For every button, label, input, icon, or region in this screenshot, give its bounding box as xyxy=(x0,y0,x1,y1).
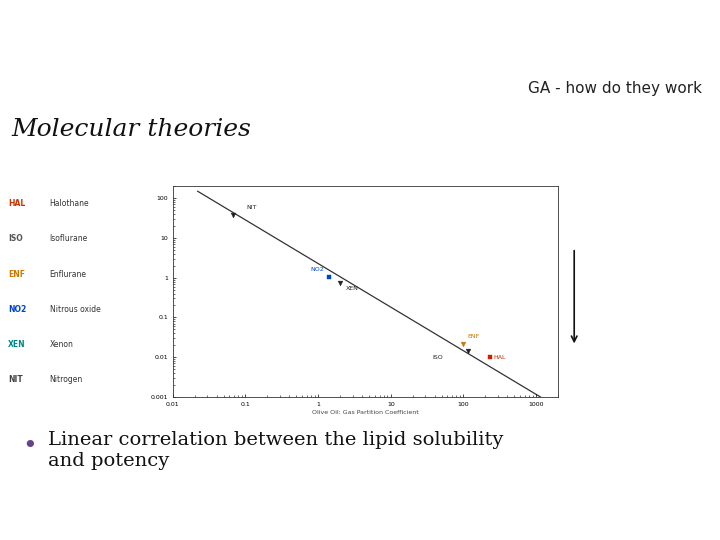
Text: XEN: XEN xyxy=(9,340,26,349)
Text: XEN: XEN xyxy=(346,286,359,291)
Point xyxy=(228,211,239,219)
Text: Nitrogen: Nitrogen xyxy=(50,375,83,384)
Text: Nitrous oxide: Nitrous oxide xyxy=(50,305,100,314)
X-axis label: Olive Oil: Gas Partition Coefficient: Olive Oil: Gas Partition Coefficient xyxy=(312,409,419,415)
Text: NIT: NIT xyxy=(9,375,23,384)
Point xyxy=(323,273,335,281)
Text: NIT: NIT xyxy=(246,205,256,211)
Text: Isoflurane: Isoflurane xyxy=(50,234,88,244)
Text: Meyer Overton Correlation: Meyer Overton Correlation xyxy=(257,162,423,176)
Text: •: • xyxy=(22,434,37,457)
Point xyxy=(484,353,495,361)
Text: Xenon: Xenon xyxy=(50,340,73,349)
Text: ISO: ISO xyxy=(9,234,23,244)
Text: HAL: HAL xyxy=(493,355,506,360)
Text: ENF: ENF xyxy=(468,334,480,339)
Point xyxy=(334,279,346,288)
Text: HAL: HAL xyxy=(9,199,26,208)
Text: Molecular theories: Molecular theories xyxy=(12,118,251,141)
Text: NO2: NO2 xyxy=(9,305,27,314)
Text: ENF: ENF xyxy=(9,269,25,279)
Text: ISO: ISO xyxy=(432,355,443,360)
Text: Enflurane: Enflurane xyxy=(50,269,86,279)
Text: GA - how do they work: GA - how do they work xyxy=(528,81,702,96)
Point xyxy=(462,347,474,356)
Point xyxy=(458,339,469,348)
Text: NO2: NO2 xyxy=(310,267,323,272)
Text: Halothane: Halothane xyxy=(50,199,89,208)
Text: Linear correlation between the lipid solubility
and potency: Linear correlation between the lipid sol… xyxy=(48,431,503,470)
